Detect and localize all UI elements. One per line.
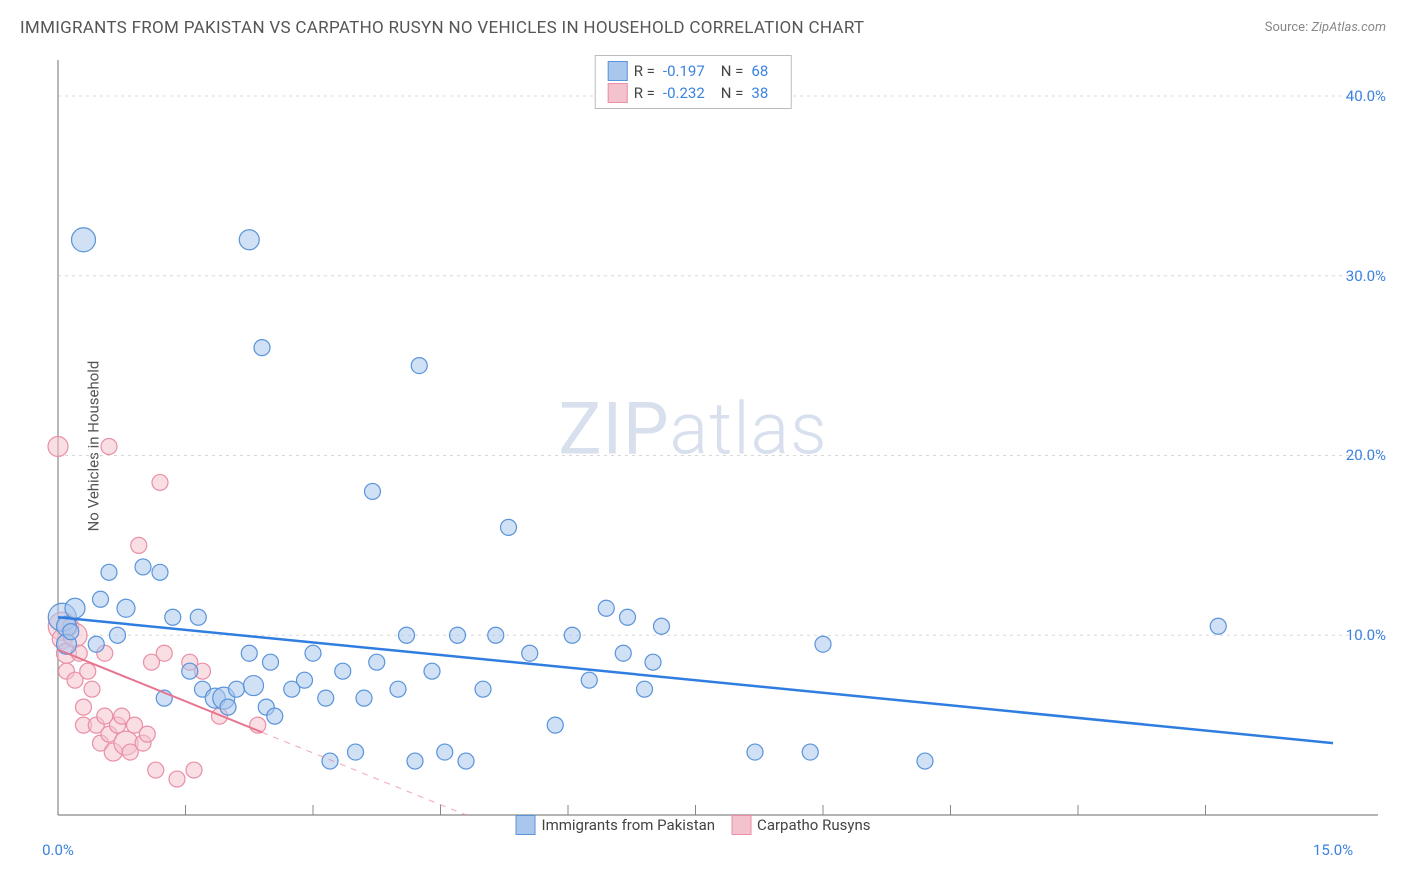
legend-item: Carpatho Rusyns bbox=[731, 815, 870, 835]
legend-label: Immigrants from Pakistan bbox=[542, 816, 716, 834]
y-tick-label: 20.0% bbox=[1346, 446, 1386, 464]
stat-r-value: -0.197 bbox=[661, 62, 715, 80]
stat-n-label: N = bbox=[721, 62, 744, 80]
x-tick-label: 15.0% bbox=[1313, 841, 1353, 859]
stat-r-value: -0.232 bbox=[661, 84, 715, 102]
chart-svg bbox=[48, 55, 1338, 835]
series-swatch bbox=[731, 815, 751, 835]
source-citation: Source: ZipAtlas.com bbox=[1265, 20, 1386, 35]
stat-r-label: R = bbox=[634, 84, 655, 102]
stats-row: R = -0.197 N = 68 bbox=[608, 60, 779, 82]
plot-area: ZIPatlas R =-0.197N =68R =-0.232N =38 10… bbox=[48, 55, 1338, 835]
source-value: ZipAtlas.com bbox=[1311, 20, 1386, 35]
chart-title: IMMIGRANTS FROM PAKISTAN VS CARPATHO RUS… bbox=[20, 18, 864, 38]
stat-n-label: N = bbox=[721, 84, 744, 102]
stat-n-value: 68 bbox=[749, 62, 778, 80]
y-tick-label: 10.0% bbox=[1346, 626, 1386, 644]
series-swatch bbox=[516, 815, 536, 835]
bottom-legend: Immigrants from Pakistan Carpatho Rusyns bbox=[516, 815, 871, 835]
series-swatch bbox=[608, 61, 628, 81]
legend-item: Immigrants from Pakistan bbox=[516, 815, 716, 835]
y-tick-label: 30.0% bbox=[1346, 267, 1386, 285]
series-swatch bbox=[608, 83, 628, 103]
y-tick-label: 40.0% bbox=[1346, 87, 1386, 105]
stats-legend-box: R = -0.197 N = 68 R = -0.232 N = 38 bbox=[595, 55, 792, 109]
x-tick-label: 0.0% bbox=[42, 841, 74, 859]
stat-n-value: 38 bbox=[749, 84, 778, 102]
legend-label: Carpatho Rusyns bbox=[757, 816, 870, 834]
stats-row: R = -0.232 N = 38 bbox=[608, 82, 779, 104]
source-label: Source: bbox=[1265, 20, 1308, 35]
stat-r-label: R = bbox=[634, 62, 655, 80]
